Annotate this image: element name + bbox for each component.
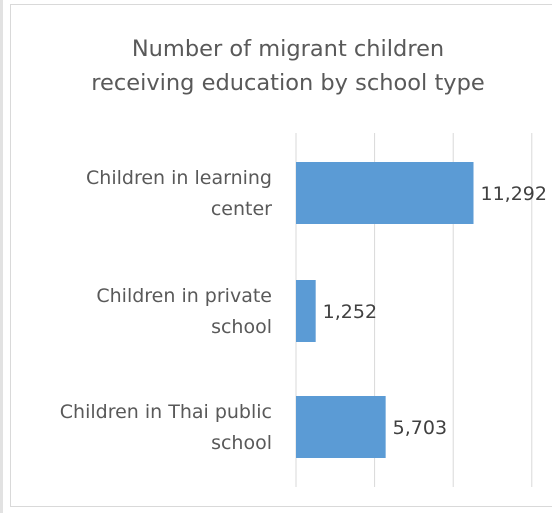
chart-area (10, 4, 552, 507)
window-edge (0, 0, 3, 513)
bar-private-school (296, 280, 316, 342)
data-label-thai-public-school: 5,703 (393, 417, 447, 439)
chart-title: Number of migrant children receiving edu… (60, 32, 516, 100)
category-label-private-school: Children in private school (96, 285, 272, 338)
chart-title-line-2: receiving education by school type (91, 70, 485, 96)
bar-learning-center (296, 162, 474, 224)
category-label-learning-center: Children in learning center (86, 167, 272, 220)
data-label-private-school: 1,252 (323, 301, 377, 323)
category-label-thai-public-school: Children in Thai public school (59, 401, 272, 454)
data-label-learning-center: 11,292 (481, 183, 547, 205)
chart-title-line-1: Number of migrant children (131, 36, 445, 62)
bar-thai-public-school (296, 396, 386, 458)
